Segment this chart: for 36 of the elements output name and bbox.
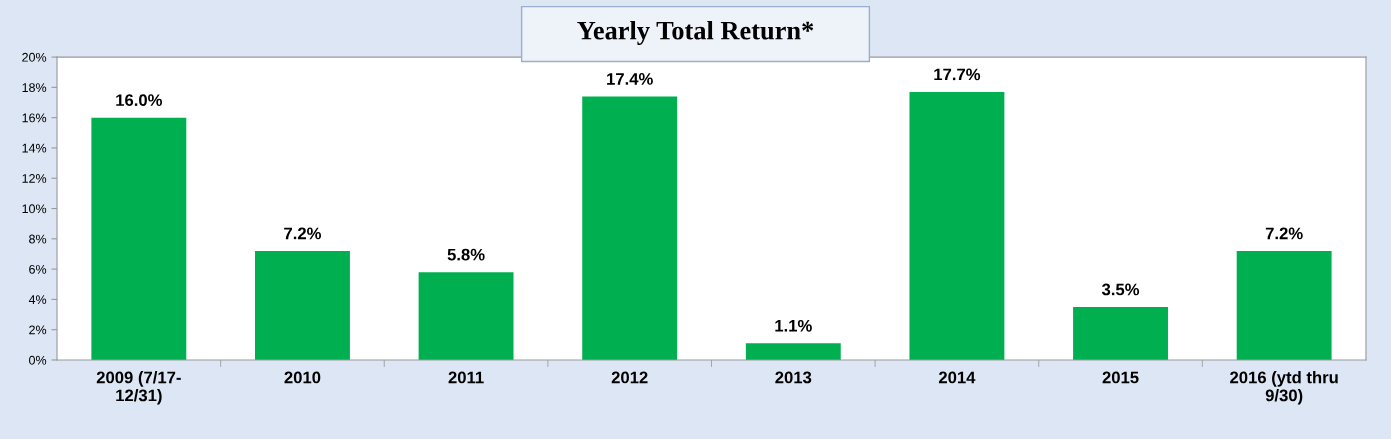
bar: [418, 272, 514, 360]
bar: [1236, 250, 1332, 360]
y-tick-label: 10%: [22, 204, 47, 214]
data-label: 3.5%: [1101, 283, 1140, 296]
x-tick-label: 2012: [611, 371, 648, 384]
y-tick-label: 0%: [29, 355, 47, 365]
data-label: 5.8%: [447, 248, 485, 261]
data-label: 17.7%: [934, 68, 981, 81]
x-tick-label: 2010: [284, 371, 321, 384]
x-tick-label: 2016 (ytd thru 9/30): [1230, 371, 1338, 405]
chart-title: Yearly Total Return*: [577, 20, 814, 45]
y-tick-label: 12%: [22, 174, 47, 183]
bar: [255, 250, 350, 360]
x-tick-label: 2014: [938, 371, 976, 384]
y-tick-label: 2%: [29, 325, 47, 335]
y-tick-label: 14%: [22, 143, 47, 153]
x-tick-label: 2013: [775, 371, 812, 384]
y-tick-label: 6%: [29, 264, 47, 274]
y-tick-label: 16%: [22, 113, 47, 123]
bar: [91, 117, 187, 360]
y-tick-label: 4%: [28, 295, 47, 304]
data-label: 17.4%: [607, 73, 653, 85]
bar: [582, 96, 678, 360]
bar: [909, 91, 1005, 360]
data-label: 1.1%: [775, 319, 812, 332]
data-label: 7.2%: [284, 227, 322, 240]
x-tick-label: 2015: [1102, 371, 1139, 384]
bar: [1073, 306, 1168, 360]
y-tick-label: 8%: [29, 234, 47, 244]
data-label: 16.0%: [116, 94, 163, 107]
bar: [745, 343, 841, 360]
x-tick-label: 2009 (7/17- 12/31): [96, 371, 181, 405]
data-label: 7.2%: [1265, 227, 1303, 240]
x-tick-label: 2011: [448, 371, 484, 384]
y-tick-label: 18%: [22, 83, 47, 93]
y-tick-label: 20%: [22, 52, 47, 62]
